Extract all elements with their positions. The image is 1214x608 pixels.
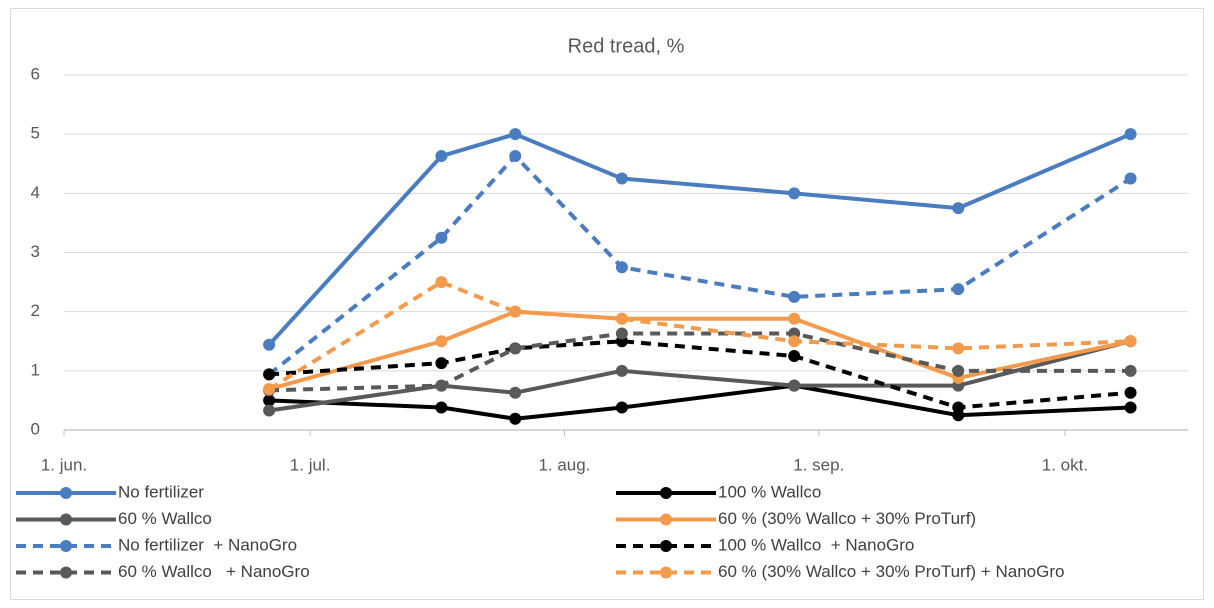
y-tick-label: 4 [31, 183, 40, 202]
marker [435, 150, 448, 163]
marker [952, 202, 965, 215]
legend-label: 60 % Wallco [118, 509, 212, 528]
legend-label: No fertilizer [118, 482, 204, 501]
marker [435, 276, 448, 289]
x-tick-label: 1. jun. [41, 455, 87, 474]
marker [1124, 128, 1137, 141]
marker [615, 364, 628, 377]
y-tick-label: 3 [31, 242, 40, 261]
y-tick-label: 0 [31, 419, 40, 438]
legend-marker [660, 540, 672, 552]
legend-label: 60 % Wallco + NanoGro [118, 562, 310, 581]
legend-marker [60, 566, 72, 579]
x-tick-label: 1. okt. [1042, 455, 1088, 474]
marker [435, 401, 448, 414]
marker [788, 335, 801, 348]
marker [263, 394, 276, 407]
chart-title: Red tread, % [568, 35, 685, 57]
marker [615, 401, 628, 414]
marker [615, 312, 628, 325]
marker [509, 386, 522, 399]
marker [788, 187, 801, 200]
legend-marker [660, 513, 672, 526]
marker [1124, 401, 1137, 414]
legend-marker [60, 540, 72, 552]
marker [435, 231, 448, 244]
marker [263, 383, 276, 396]
marker [509, 305, 522, 318]
marker [435, 335, 448, 348]
marker [263, 338, 276, 351]
chart-frame [10, 8, 1204, 600]
y-tick-label: 2 [31, 301, 40, 320]
legend-label: 100 % Wallco + NanoGro [718, 535, 914, 554]
marker [1124, 364, 1137, 377]
legend-marker [660, 566, 672, 579]
legend-marker [60, 487, 72, 499]
marker [788, 379, 801, 392]
marker [1124, 335, 1137, 348]
marker [263, 368, 276, 381]
marker [435, 379, 448, 392]
marker [263, 404, 276, 417]
marker [952, 364, 965, 377]
marker [952, 342, 965, 355]
legend-label: 100 % Wallco [718, 482, 821, 501]
marker [615, 172, 628, 185]
x-tick-label: 1. jul. [290, 455, 331, 474]
marker [509, 128, 522, 141]
marker [1124, 172, 1137, 185]
legend-label: No fertilizer + NanoGro [118, 535, 297, 554]
legend-label: 60 % (30% Wallco + 30% ProTurf) + NanoGr… [718, 562, 1064, 581]
marker [509, 412, 522, 425]
x-tick-label: 1. aug. [538, 455, 590, 474]
legend-label: 60 % (30% Wallco + 30% ProTurf) [718, 509, 976, 528]
legend-marker [60, 513, 72, 526]
marker [788, 290, 801, 303]
marker [952, 401, 965, 414]
marker [615, 327, 628, 340]
y-tick-label: 6 [31, 64, 40, 83]
marker [509, 150, 522, 163]
marker [788, 350, 801, 363]
marker [952, 283, 965, 296]
x-tick-label: 1. sep. [793, 455, 844, 474]
marker [509, 342, 522, 355]
y-tick-label: 5 [31, 124, 40, 143]
y-tick-label: 1 [31, 360, 40, 379]
legend-marker [660, 487, 672, 499]
marker [615, 261, 628, 274]
marker [788, 312, 801, 325]
marker [1124, 386, 1137, 399]
marker [435, 357, 448, 370]
